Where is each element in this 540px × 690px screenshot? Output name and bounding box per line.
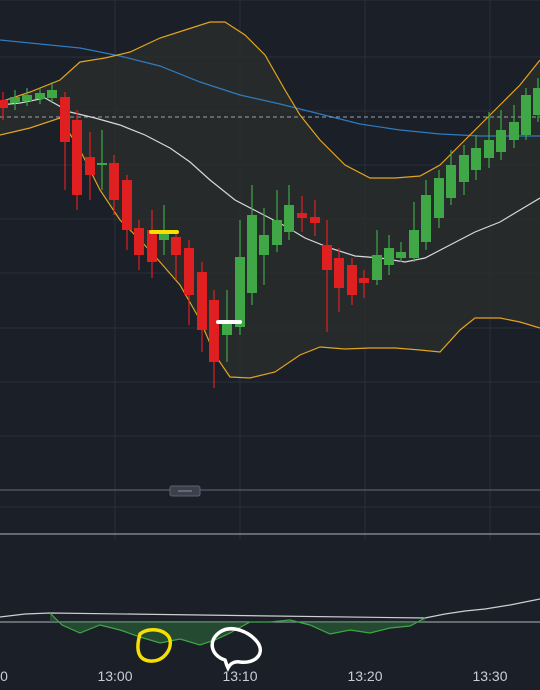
candle-body	[496, 130, 506, 152]
candle-body	[134, 228, 144, 255]
x-tick-label: 0	[0, 668, 8, 684]
candle-body	[284, 205, 294, 232]
candle-body	[171, 237, 181, 255]
candle-body	[47, 90, 57, 98]
oscillator-panel	[0, 485, 540, 672]
candle-body	[97, 163, 107, 165]
candle-body	[22, 95, 32, 101]
moving-average-line	[0, 39, 540, 137]
candle-body	[509, 122, 519, 140]
bollinger-middle-line	[0, 97, 540, 263]
candle-body	[297, 213, 307, 218]
bollinger-upper-line	[0, 21, 540, 179]
oscillator-fill	[50, 613, 425, 645]
bollinger-bands	[0, 21, 540, 379]
candle-body	[310, 217, 320, 223]
annotation-marks	[149, 230, 242, 324]
candle-body	[396, 252, 406, 258]
candle-body	[147, 230, 157, 262]
x-tick-label: 13:10	[222, 668, 257, 684]
candle-body	[72, 120, 82, 195]
band-fill	[0, 22, 540, 378]
candle-body	[159, 232, 169, 240]
candle-body	[471, 148, 481, 170]
candle-body	[259, 235, 269, 255]
candle-body	[10, 97, 20, 103]
candle-body	[484, 140, 494, 158]
candle-body	[347, 265, 357, 295]
candle-body	[247, 215, 257, 293]
x-tick-label: 13:00	[97, 668, 132, 684]
candles	[0, 78, 540, 388]
candle-body	[533, 88, 540, 115]
candle-body	[85, 157, 95, 175]
candle-body	[209, 300, 219, 362]
candle-body	[409, 230, 419, 258]
candle-body	[235, 257, 245, 327]
candle-body	[60, 97, 70, 142]
oscillator-line	[0, 598, 540, 619]
oscillator-line-negative	[49, 612, 426, 646]
candle-body	[184, 248, 194, 295]
x-tick-label: 13:20	[347, 668, 382, 684]
candle-body	[109, 163, 119, 200]
candle-body	[122, 180, 132, 230]
candle-body	[372, 255, 382, 280]
candle-body	[35, 93, 45, 99]
candle-body	[434, 178, 444, 218]
candle-body	[322, 245, 332, 270]
candle-body	[521, 95, 531, 135]
candle-body	[272, 220, 282, 245]
candle-body	[0, 100, 8, 108]
candle-body	[459, 155, 469, 182]
bollinger-lower-line	[0, 117, 540, 379]
candle-body	[421, 195, 431, 242]
candle-body	[359, 278, 369, 283]
candle-body	[222, 320, 232, 335]
yellow-circle-annotation	[136, 628, 172, 663]
x-tick-label: 13:30	[472, 668, 507, 684]
candle-body	[384, 248, 394, 265]
white-circle-annotation	[210, 627, 262, 672]
candle-body	[446, 165, 456, 198]
x-axis: 0 13:00 13:10 13:20 13:30	[0, 668, 508, 684]
candle-body	[334, 258, 344, 288]
candle-body	[197, 272, 207, 330]
